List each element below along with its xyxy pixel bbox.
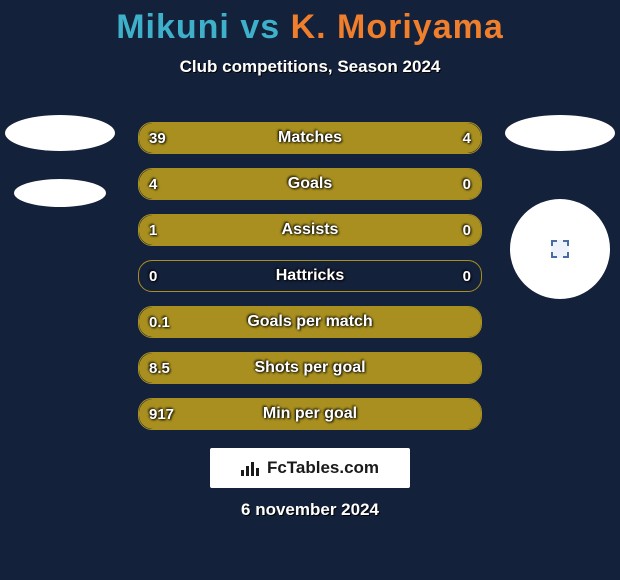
player2-avatars: [500, 115, 620, 299]
title-player2: K. Moriyama: [291, 8, 504, 46]
stat-bar-left: [139, 399, 481, 429]
stat-bar-left: [139, 123, 406, 153]
date: 6 november 2024: [0, 500, 620, 520]
bar-chart-icon: [241, 460, 261, 476]
stat-label: Hattricks: [139, 261, 481, 291]
stat-row: 917Min per goal: [138, 398, 482, 430]
stat-row: 394Matches: [138, 122, 482, 154]
player1-avatars: [0, 115, 120, 207]
avatar-placeholder: [14, 179, 106, 207]
stat-row: 8.5Shots per goal: [138, 352, 482, 384]
stat-row: 0 0Hattricks: [138, 260, 482, 292]
avatar-placeholder: [505, 115, 615, 151]
stat-bar-left: [139, 215, 481, 245]
stat-row: 40Goals: [138, 168, 482, 200]
stat-bar-left: [139, 169, 481, 199]
title-player1: Mikuni: [116, 8, 230, 46]
stat-value-right: 0: [463, 261, 471, 291]
stat-bar-right: [406, 123, 481, 153]
stat-row: 10Assists: [138, 214, 482, 246]
stat-bar-left: [139, 353, 481, 383]
comparison-bars: 394Matches 40Goals 10Assists 0 0Hattricks 0.1…: [138, 122, 482, 430]
page-title: Mikuni vs K. Moriyama: [0, 0, 620, 47]
watermark-text: FcTables.com: [267, 458, 379, 478]
avatar-placeholder: [5, 115, 115, 151]
stat-value-left: 0: [149, 261, 157, 291]
image-placeholder-icon: [551, 240, 569, 258]
watermark: FcTables.com: [210, 448, 410, 488]
avatar-placeholder: [510, 199, 610, 299]
subtitle: Club competitions, Season 2024: [0, 57, 620, 77]
stat-row: 0.1Goals per match: [138, 306, 482, 338]
stat-bar-left: [139, 307, 481, 337]
title-vs: vs: [230, 8, 291, 46]
